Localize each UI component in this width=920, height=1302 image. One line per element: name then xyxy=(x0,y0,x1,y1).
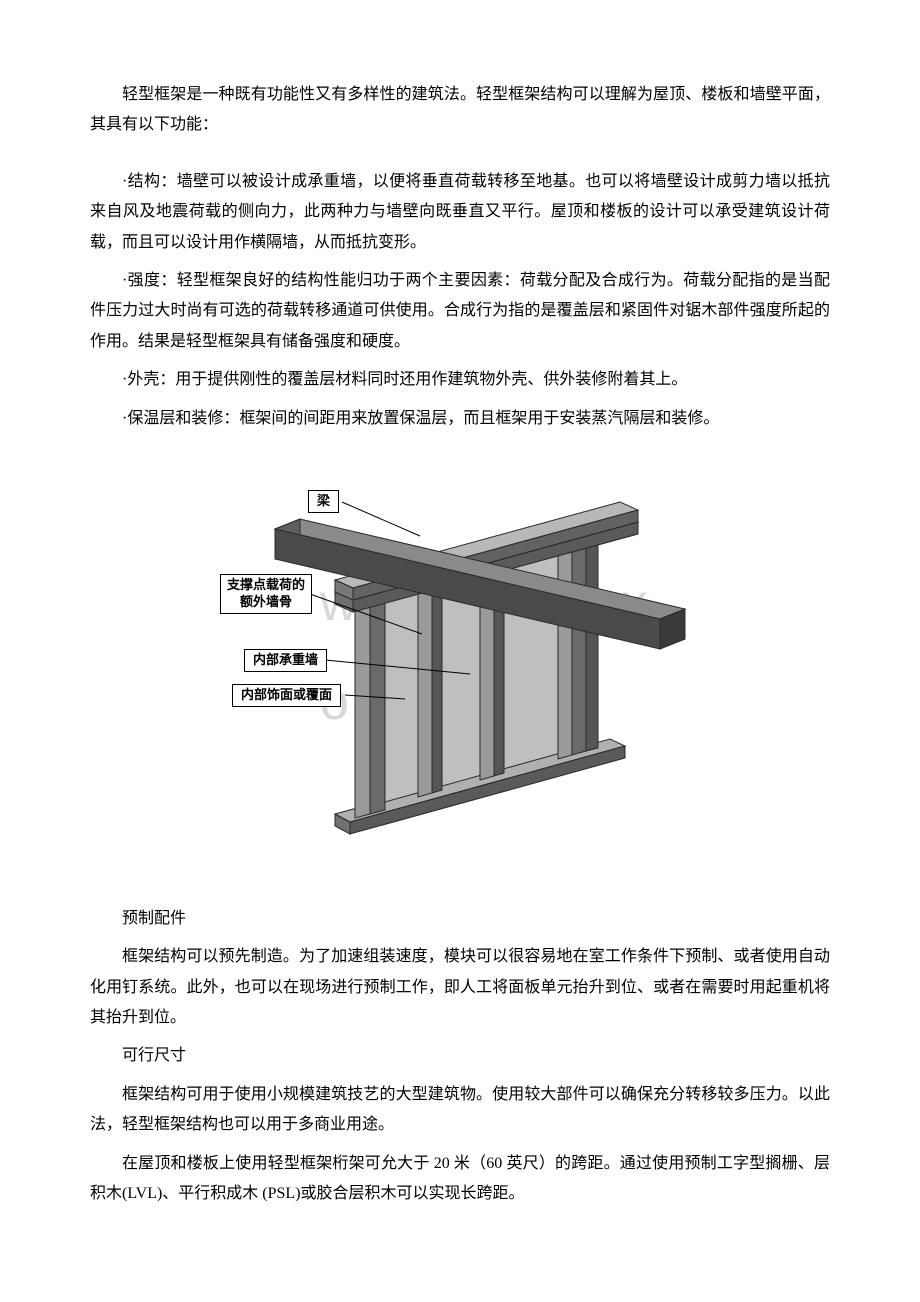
label-beam: 梁 xyxy=(308,490,339,513)
diagram-container: www. docx. om xyxy=(90,474,830,864)
label-extra-stud: 支撑点载荷的 额外墙骨 xyxy=(220,574,312,614)
paragraph-structure: ·结构：墙壁可以被设计成承重墙，以便将垂直荷载转移至地基。也可以将墙壁设计成剪力… xyxy=(90,167,830,258)
spacer xyxy=(90,149,830,167)
light-frame-diagram: www. docx. om xyxy=(180,474,740,864)
paragraph-dimensions: 框架结构可用于使用小规模建筑技艺的大型建筑物。使用较大部件可以确保充分转移较多压… xyxy=(90,1080,830,1141)
paragraph-strength: ·强度：轻型框架良好的结构性能归功于两个主要因素：荷载分配及合成行为。荷载分配指… xyxy=(90,266,830,357)
label-interior-finish: 内部饰面或覆面 xyxy=(232,684,341,707)
paragraph-prefab: 框架结构可以预先制造。为了加速组装速度，模块可以很容易地在室工作条件下预制、或者… xyxy=(90,942,830,1033)
paragraph-span: 在屋顶和楼板上使用轻型框架桁架可允大于 20 米（60 英尺）的跨距。通过使用预… xyxy=(90,1149,830,1210)
paragraph-shell: ·外壳：用于提供刚性的覆盖层材料同时还用作建筑物外壳、供外装修附着其上。 xyxy=(90,365,830,395)
heading-prefab: 预制配件 xyxy=(90,904,830,934)
paragraph-insulation: ·保温层和装修：框架间的间距用来放置保温层，而且框架用于安装蒸汽隔层和装修。 xyxy=(90,404,830,434)
label-interior-wall: 内部承重墙 xyxy=(244,649,327,672)
label-extra-stud-line2: 额外墙骨 xyxy=(227,594,305,611)
heading-dimensions: 可行尺寸 xyxy=(90,1041,830,1071)
paragraph-intro: 轻型框架是一种既有功能性又有多样性的建筑法。轻型框架结构可以理解为屋顶、楼板和墙… xyxy=(90,80,830,141)
label-extra-stud-line1: 支撑点载荷的 xyxy=(227,577,305,594)
